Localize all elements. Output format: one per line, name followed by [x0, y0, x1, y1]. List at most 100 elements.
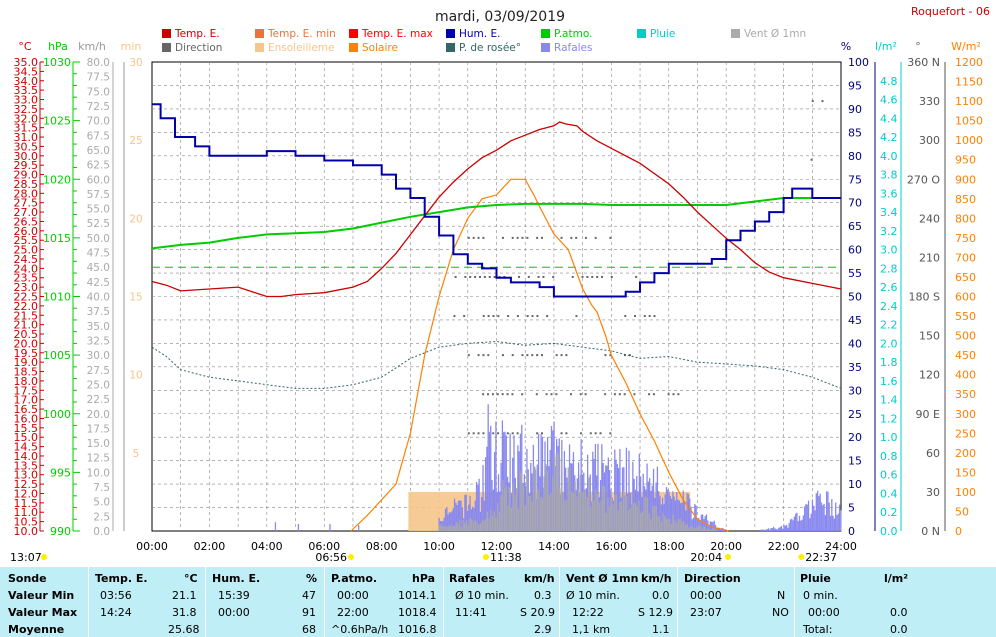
- sunshine-tick-label: 5: [133, 448, 140, 460]
- direction-tick-label: 210: [919, 251, 940, 264]
- rain-tick-label: 4.8: [880, 75, 898, 88]
- direction-tick-label: 60: [926, 447, 940, 460]
- wind-tick-label: 12.5: [87, 453, 110, 465]
- direction-dot: [561, 432, 563, 434]
- direction-dot: [611, 276, 613, 278]
- wind-max-time: 12:22: [572, 606, 604, 619]
- rain-tick-label: 1.4: [880, 394, 898, 407]
- pressure-tick-label: 1015: [43, 232, 71, 245]
- direction-dot: [591, 276, 593, 278]
- solar-tick-label: 150: [955, 466, 976, 479]
- direction-dot: [473, 237, 475, 239]
- humidity-tick-label: 75: [848, 173, 862, 186]
- rain-tick-label: 0.8: [880, 450, 898, 463]
- direction-dot: [468, 432, 470, 434]
- temp-avg-value: 25.68: [168, 623, 200, 636]
- pressure-tick-label: 1025: [43, 115, 71, 128]
- rain-tick-label: 1.0: [880, 431, 898, 444]
- temp-max-value: 31.8: [172, 606, 197, 619]
- direction-dot: [565, 432, 567, 434]
- wind-tick-label: 42.5: [87, 277, 110, 289]
- humidity-unit: %: [306, 572, 317, 585]
- legend-wind-swatch: [731, 29, 740, 38]
- direction-dot: [585, 393, 587, 395]
- rain-total-value: 0.0: [890, 623, 908, 636]
- direction-dot: [580, 432, 582, 434]
- solar-tick-label: 950: [955, 154, 976, 167]
- direction-dot: [518, 276, 520, 278]
- solar-tick-label: 750: [955, 232, 976, 245]
- pressure-tick-label: 1005: [43, 349, 71, 362]
- direction-dot: [526, 354, 528, 356]
- legend-direction-swatch: [162, 43, 171, 52]
- wind-tick-label: 75.0: [87, 86, 110, 98]
- direction-dot: [561, 237, 563, 239]
- solar-tick-label: 700: [955, 251, 976, 264]
- direction-dot: [478, 237, 480, 239]
- direction-dot: [541, 354, 543, 356]
- direction-dot: [482, 432, 484, 434]
- wind-min-time: Ø 10 min.: [566, 589, 620, 602]
- wind-tick-label: 37.5: [87, 306, 110, 318]
- x-tick-label: 00:00: [136, 540, 168, 553]
- direction-dot: [811, 159, 813, 161]
- direction-dot: [488, 315, 490, 317]
- humidity-tick-label: 40: [848, 337, 862, 350]
- wind-tick-label: 50.0: [87, 233, 110, 245]
- direction-tick-label: 120: [919, 369, 940, 382]
- direction-dot: [561, 354, 563, 356]
- legend-sunshine: Ensoleilleme: [268, 42, 334, 54]
- solar-tick-label: 350: [955, 388, 976, 401]
- temp-min-value: 21.1: [172, 589, 197, 602]
- legend-solar-swatch: [349, 43, 358, 52]
- row-label-avg: Moyenne: [8, 623, 64, 636]
- pressure-tick-label: 1020: [43, 173, 71, 186]
- temp-tick-label: 35.0: [14, 56, 39, 69]
- temp-min-time: 03:56: [100, 589, 132, 602]
- wind-tick-label: 45.0: [87, 262, 110, 274]
- direction-dot: [556, 354, 558, 356]
- direction-dot: [538, 276, 540, 278]
- solar-tick-label: 400: [955, 369, 976, 382]
- direction-dot: [672, 393, 674, 395]
- rain-unit: l/m²: [884, 572, 908, 585]
- legend-temp-min-swatch: [255, 29, 264, 38]
- direction-dot: [517, 237, 519, 239]
- rain-tick-label: 2.4: [880, 300, 898, 313]
- direction-dot: [453, 315, 455, 317]
- wind-tick-label: 72.5: [87, 101, 110, 113]
- humidity-tick-label: 70: [848, 197, 862, 210]
- rain-tick-label: 2.2: [880, 319, 898, 332]
- humidity-min-time: 15:39: [218, 589, 250, 602]
- solar-tick-label: 550: [955, 310, 976, 323]
- direction-dot: [512, 432, 514, 434]
- x-tick-label: 10:00: [423, 540, 455, 553]
- solar-tick-label: 500: [955, 330, 976, 343]
- humidity-tick-label: 10: [848, 478, 862, 491]
- direction-dot: [581, 276, 583, 278]
- sunshine-tick-label: 30: [129, 57, 142, 69]
- direction-tick-label: 300: [919, 134, 940, 147]
- rain-tick-label: 0.6: [880, 469, 898, 482]
- moon-icon: [798, 554, 804, 560]
- wind-tick-label: 40.0: [87, 292, 110, 304]
- pressure-tick-label: 1030: [43, 56, 71, 69]
- humidity-tick-label: 85: [848, 126, 862, 139]
- rain-tick-label: 2.8: [880, 262, 898, 275]
- wind-tick-label: 30.0: [87, 350, 110, 362]
- wind-tick-label: 35.0: [87, 321, 110, 333]
- solar-tick-label: 1050: [955, 115, 983, 128]
- humidity-tick-label: 95: [848, 79, 862, 92]
- direction-dot: [536, 432, 538, 434]
- direction-dot: [570, 237, 572, 239]
- direction-dot: [644, 315, 646, 317]
- rain-total-label: Total:: [803, 623, 832, 636]
- wind-tick-label: 57.5: [87, 189, 110, 201]
- direction-dot: [595, 237, 597, 239]
- x-tick-label: 02:00: [194, 540, 226, 553]
- direction-tick-label: 0 N: [921, 525, 940, 538]
- humidity-tick-label: 0: [848, 525, 855, 538]
- wind-tick-label: 2.5: [93, 511, 110, 523]
- pressure-trend: ^0.6hPa/h: [331, 623, 388, 636]
- wind-tick-label: 67.5: [87, 130, 110, 142]
